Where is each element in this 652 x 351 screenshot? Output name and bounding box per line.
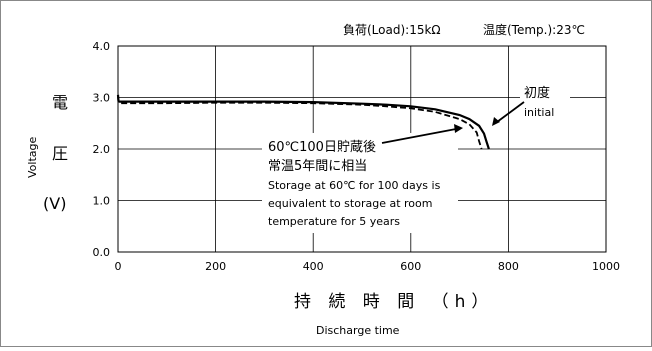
y-tick-labels: 0.0 1.0 2.0 3.0 4.0 [93,40,111,259]
stored-label-bg [262,133,458,233]
y-tick-label: 3.0 [93,92,111,105]
annotation-stored-en-2: equivalent to storage at room [268,197,432,210]
stored-arrow-head [454,124,463,133]
annotation-initial-en: initial [524,106,554,119]
x-tick-labels: 0 200 400 600 800 1000 [115,260,621,273]
annotation-stored-jp-2: 常温5年間に相当 [268,159,367,174]
x-tick-label: 400 [303,260,324,273]
ylabel-unit: (V) [43,194,66,213]
plot-border [117,45,607,253]
y-tick-label: 4.0 [93,40,111,53]
x-tick-label: 200 [205,260,226,273]
annotation-initial-jp: 初度 [524,85,550,101]
stored-arrow-line [381,128,457,144]
x-tick-label: 800 [498,260,519,273]
y-tick-label: 1.0 [93,195,111,208]
series-group [116,94,490,150]
condition-load: 負荷(Load):15kΩ [343,23,441,37]
annotation-stored-en-1: Storage at 60℃ for 100 days is [268,179,441,192]
series-initial-line [116,94,490,150]
initial-label-bg [520,82,570,122]
y-tick-label: 2.0 [93,143,111,156]
x-tick-label: 1000 [592,260,620,273]
ylabel-jp-1: 電 [52,93,68,112]
xlabel-en: Discharge time [316,324,400,337]
y-tick-label: 0.0 [93,246,111,259]
x-tick-label: 600 [400,260,421,273]
annotation-stored-jp-1: 60℃100日貯蔵後 [268,140,376,155]
annotation-stored-en-3: temperature for 5 years [268,215,400,228]
ylabel-en: Voltage [26,137,39,178]
ylabel-jp-2: 圧 [52,144,68,163]
x-tick-label: 0 [115,260,122,273]
series-stored-line [117,96,483,150]
condition-temp: 温度(Temp.):23℃ [483,22,585,37]
xlabel-jp: 持 続 時 間 （h） [294,292,494,312]
initial-arrow-line [496,101,525,123]
initial-arrow-head [492,117,500,126]
